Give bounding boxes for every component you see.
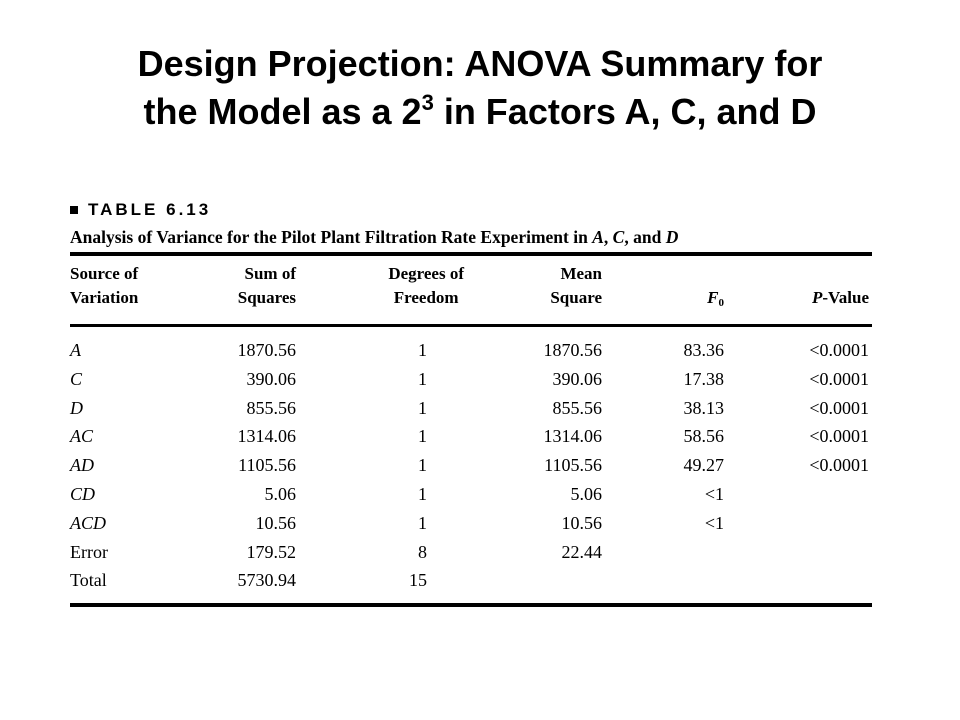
header-p-symbol: P	[812, 288, 823, 307]
header-sum-of-squares: Sum of Squares	[238, 262, 296, 310]
caption-sep-1: ,	[603, 227, 613, 247]
cell-ss: 10.56	[255, 512, 297, 533]
cell-ms: 1105.56	[544, 455, 602, 476]
header-df-line-1: Degrees of	[388, 264, 464, 283]
cell-source: A	[70, 340, 81, 360]
caption-text: Analysis of Variance for the Pilot Plant…	[70, 227, 593, 247]
header-source: Source of Variation	[70, 262, 138, 310]
cell-ms: 1870.56	[543, 340, 603, 360]
cell-ss: 179.52	[246, 541, 297, 562]
cell-ss: 1314.06	[237, 426, 297, 447]
slide-title-line-1: Design Projection: ANOVA Summary for	[137, 43, 823, 84]
cell-f: 49.27	[683, 455, 725, 476]
table-row: CD 5.06 1 5.06 <1	[70, 480, 872, 509]
cell-f: <1	[704, 512, 724, 533]
table-row: D 855.56 1 855.56 38.13 <0.0001	[70, 394, 872, 423]
cell-source: Total	[70, 570, 107, 591]
cell-ss: 5730.94	[237, 570, 297, 591]
cell-ms: 1314.06	[543, 426, 603, 447]
cell-ss: 1105.56	[238, 455, 296, 476]
slide-title: Design Projection: ANOVA Summary for the…	[0, 40, 960, 141]
bottom-rule	[70, 603, 872, 608]
table-row: A 1870.56 1 1870.56 83.36 <0.0001	[70, 336, 872, 365]
header-ms-line-2: Square	[550, 288, 602, 307]
header-rule	[70, 324, 872, 327]
cell-df: 1	[418, 455, 427, 476]
cell-df: 1	[418, 426, 427, 447]
cell-source: AD	[70, 455, 94, 476]
table-row: C 390.06 1 390.06 17.38 <0.0001	[70, 365, 872, 394]
cell-df: 1	[418, 340, 427, 360]
header-f0: F0	[707, 262, 724, 315]
header-ms-line-1: Mean	[560, 264, 602, 283]
table-row: Error 179.52 8 22.44	[70, 538, 872, 567]
header-source-line-1: Source of	[70, 264, 139, 283]
header-f-symbol: F	[707, 288, 719, 307]
cell-p: <0.0001	[809, 455, 869, 476]
slide-title-line-2: the Model as a 23 in Factors A, C, and D	[0, 88, 960, 141]
header-source-line-2: Variation	[70, 288, 139, 307]
cell-df: 15	[409, 570, 427, 591]
cell-ss: 390.06	[246, 368, 297, 389]
cell-df: 1	[418, 368, 427, 389]
cell-ms: 5.06	[570, 483, 603, 504]
table-row: ACD 10.56 1 10.56 <1	[70, 509, 872, 538]
cell-df: 1	[418, 512, 427, 533]
cell-ms: 855.56	[552, 397, 603, 418]
caption-factor-a: A	[592, 227, 604, 247]
cell-p: <0.0001	[809, 368, 869, 389]
cell-df: 1	[418, 483, 427, 504]
anova-table: TABLE 6.13 Analysis of Variance for the …	[70, 198, 872, 608]
caption-factor-d: D	[665, 227, 679, 247]
header-degrees-of-freedom: Degrees of Freedom	[388, 262, 464, 310]
slide-title-line-2-start: the Model as a 2	[143, 91, 422, 132]
cell-source: CD	[70, 483, 96, 504]
cell-ss: 5.06	[264, 483, 297, 504]
table-body: A 1870.56 1 1870.56 83.36 <0.0001 C 390.…	[70, 327, 872, 603]
cell-source: ACD	[70, 512, 106, 533]
table-row: AC 1314.06 1 1314.06 58.56 <0.0001	[70, 422, 872, 451]
cell-p: <0.0001	[809, 426, 869, 447]
cell-source: C	[70, 368, 83, 389]
cell-ss: 855.56	[246, 397, 297, 418]
table-label: TABLE 6.13	[70, 198, 872, 222]
cell-source: AC	[70, 426, 94, 447]
table-number: TABLE 6.13	[88, 200, 212, 219]
header-df-line-2: Freedom	[393, 288, 459, 307]
caption-factor-c: C	[612, 227, 625, 247]
cell-f: 83.36	[683, 340, 725, 360]
header-ss-line-1: Sum of	[244, 264, 296, 283]
table-row: AD 1105.56 1 1105.56 49.27 <0.0001	[70, 451, 872, 480]
cell-ms: 22.44	[561, 541, 603, 562]
header-f-subscript: 0	[718, 297, 725, 309]
header-ss-line-2: Squares	[237, 288, 296, 307]
cell-ss: 1870.56	[237, 340, 297, 360]
cell-df: 8	[418, 541, 427, 562]
cell-p: <0.0001	[809, 397, 869, 418]
top-rule	[70, 252, 872, 256]
slide-title-exponent: 3	[421, 90, 434, 115]
cell-ms: 10.56	[561, 512, 603, 533]
cell-f: 38.13	[683, 397, 725, 418]
caption-sep-2: , and	[624, 227, 666, 247]
slide-title-line-2-end: in Factors A, C, and D	[433, 91, 817, 132]
header-p-value: P-Value	[812, 262, 869, 310]
table-caption: Analysis of Variance for the Pilot Plant…	[70, 222, 872, 252]
cell-source: Error	[70, 541, 108, 562]
cell-f: 58.56	[683, 426, 725, 447]
header-p-rest: -Value	[822, 288, 869, 307]
cell-df: 1	[418, 397, 427, 418]
cell-f: <1	[704, 483, 724, 504]
table-header: Source of Variation Sum of Squares Degre…	[70, 256, 872, 324]
cell-source: D	[70, 397, 83, 418]
square-bullet-icon	[70, 206, 78, 214]
header-mean-square: Mean Square	[550, 262, 602, 310]
cell-ms: 390.06	[552, 368, 603, 389]
table-row: Total 5730.94 15	[70, 566, 872, 595]
cell-p: <0.0001	[809, 340, 869, 360]
cell-f: 17.38	[683, 368, 725, 389]
